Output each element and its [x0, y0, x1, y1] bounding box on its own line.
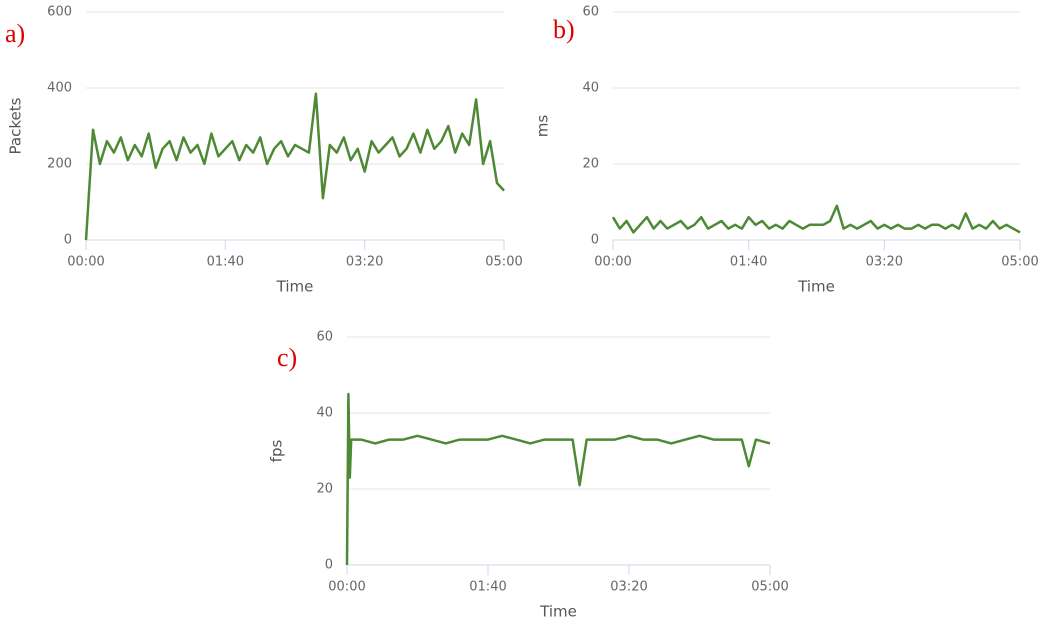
- x-tick-label: 05:00: [1001, 255, 1038, 270]
- y-tick-label: 200: [47, 157, 72, 172]
- y-tick-label: 400: [47, 81, 72, 96]
- data-line: [84, 92, 505, 241]
- y-tick-label: 40: [582, 81, 599, 96]
- x-tick-label: 00:00: [328, 580, 365, 595]
- data-line: [611, 204, 1021, 234]
- y-tick-label: 20: [316, 482, 333, 497]
- y-tick-label: 0: [64, 233, 72, 248]
- x-tick-label: 03:20: [610, 580, 647, 595]
- x-tick-label: 05:00: [485, 255, 522, 270]
- panel-label: b): [553, 15, 575, 44]
- y-tick-label: 60: [582, 5, 599, 20]
- y-axis-title: Packets: [7, 97, 25, 154]
- x-tick-label: 00:00: [594, 255, 631, 270]
- y-tick-label: 40: [316, 406, 333, 421]
- x-tick-label: 01:40: [469, 580, 506, 595]
- y-tick-label: 0: [591, 233, 599, 248]
- data-line: [345, 392, 771, 566]
- x-tick-label: 01:40: [207, 255, 244, 270]
- y-axis-title: fps: [268, 440, 286, 463]
- y-axis-title: ms: [534, 115, 552, 138]
- panel-label: a): [5, 19, 25, 48]
- x-tick-label: 05:00: [751, 580, 788, 595]
- x-axis-title: Time: [797, 278, 835, 296]
- y-tick-label: 600: [47, 5, 72, 20]
- x-tick-label: 03:20: [346, 255, 383, 270]
- x-tick-label: 00:00: [67, 255, 104, 270]
- y-tick-label: 60: [316, 330, 333, 345]
- x-axis-title: Time: [539, 603, 577, 621]
- panel-label: c): [277, 343, 297, 372]
- x-tick-label: 01:40: [730, 255, 767, 270]
- x-tick-label: 03:20: [866, 255, 903, 270]
- x-axis-title: Time: [276, 278, 314, 296]
- y-tick-label: 20: [582, 157, 599, 172]
- y-tick-label: 0: [325, 558, 333, 573]
